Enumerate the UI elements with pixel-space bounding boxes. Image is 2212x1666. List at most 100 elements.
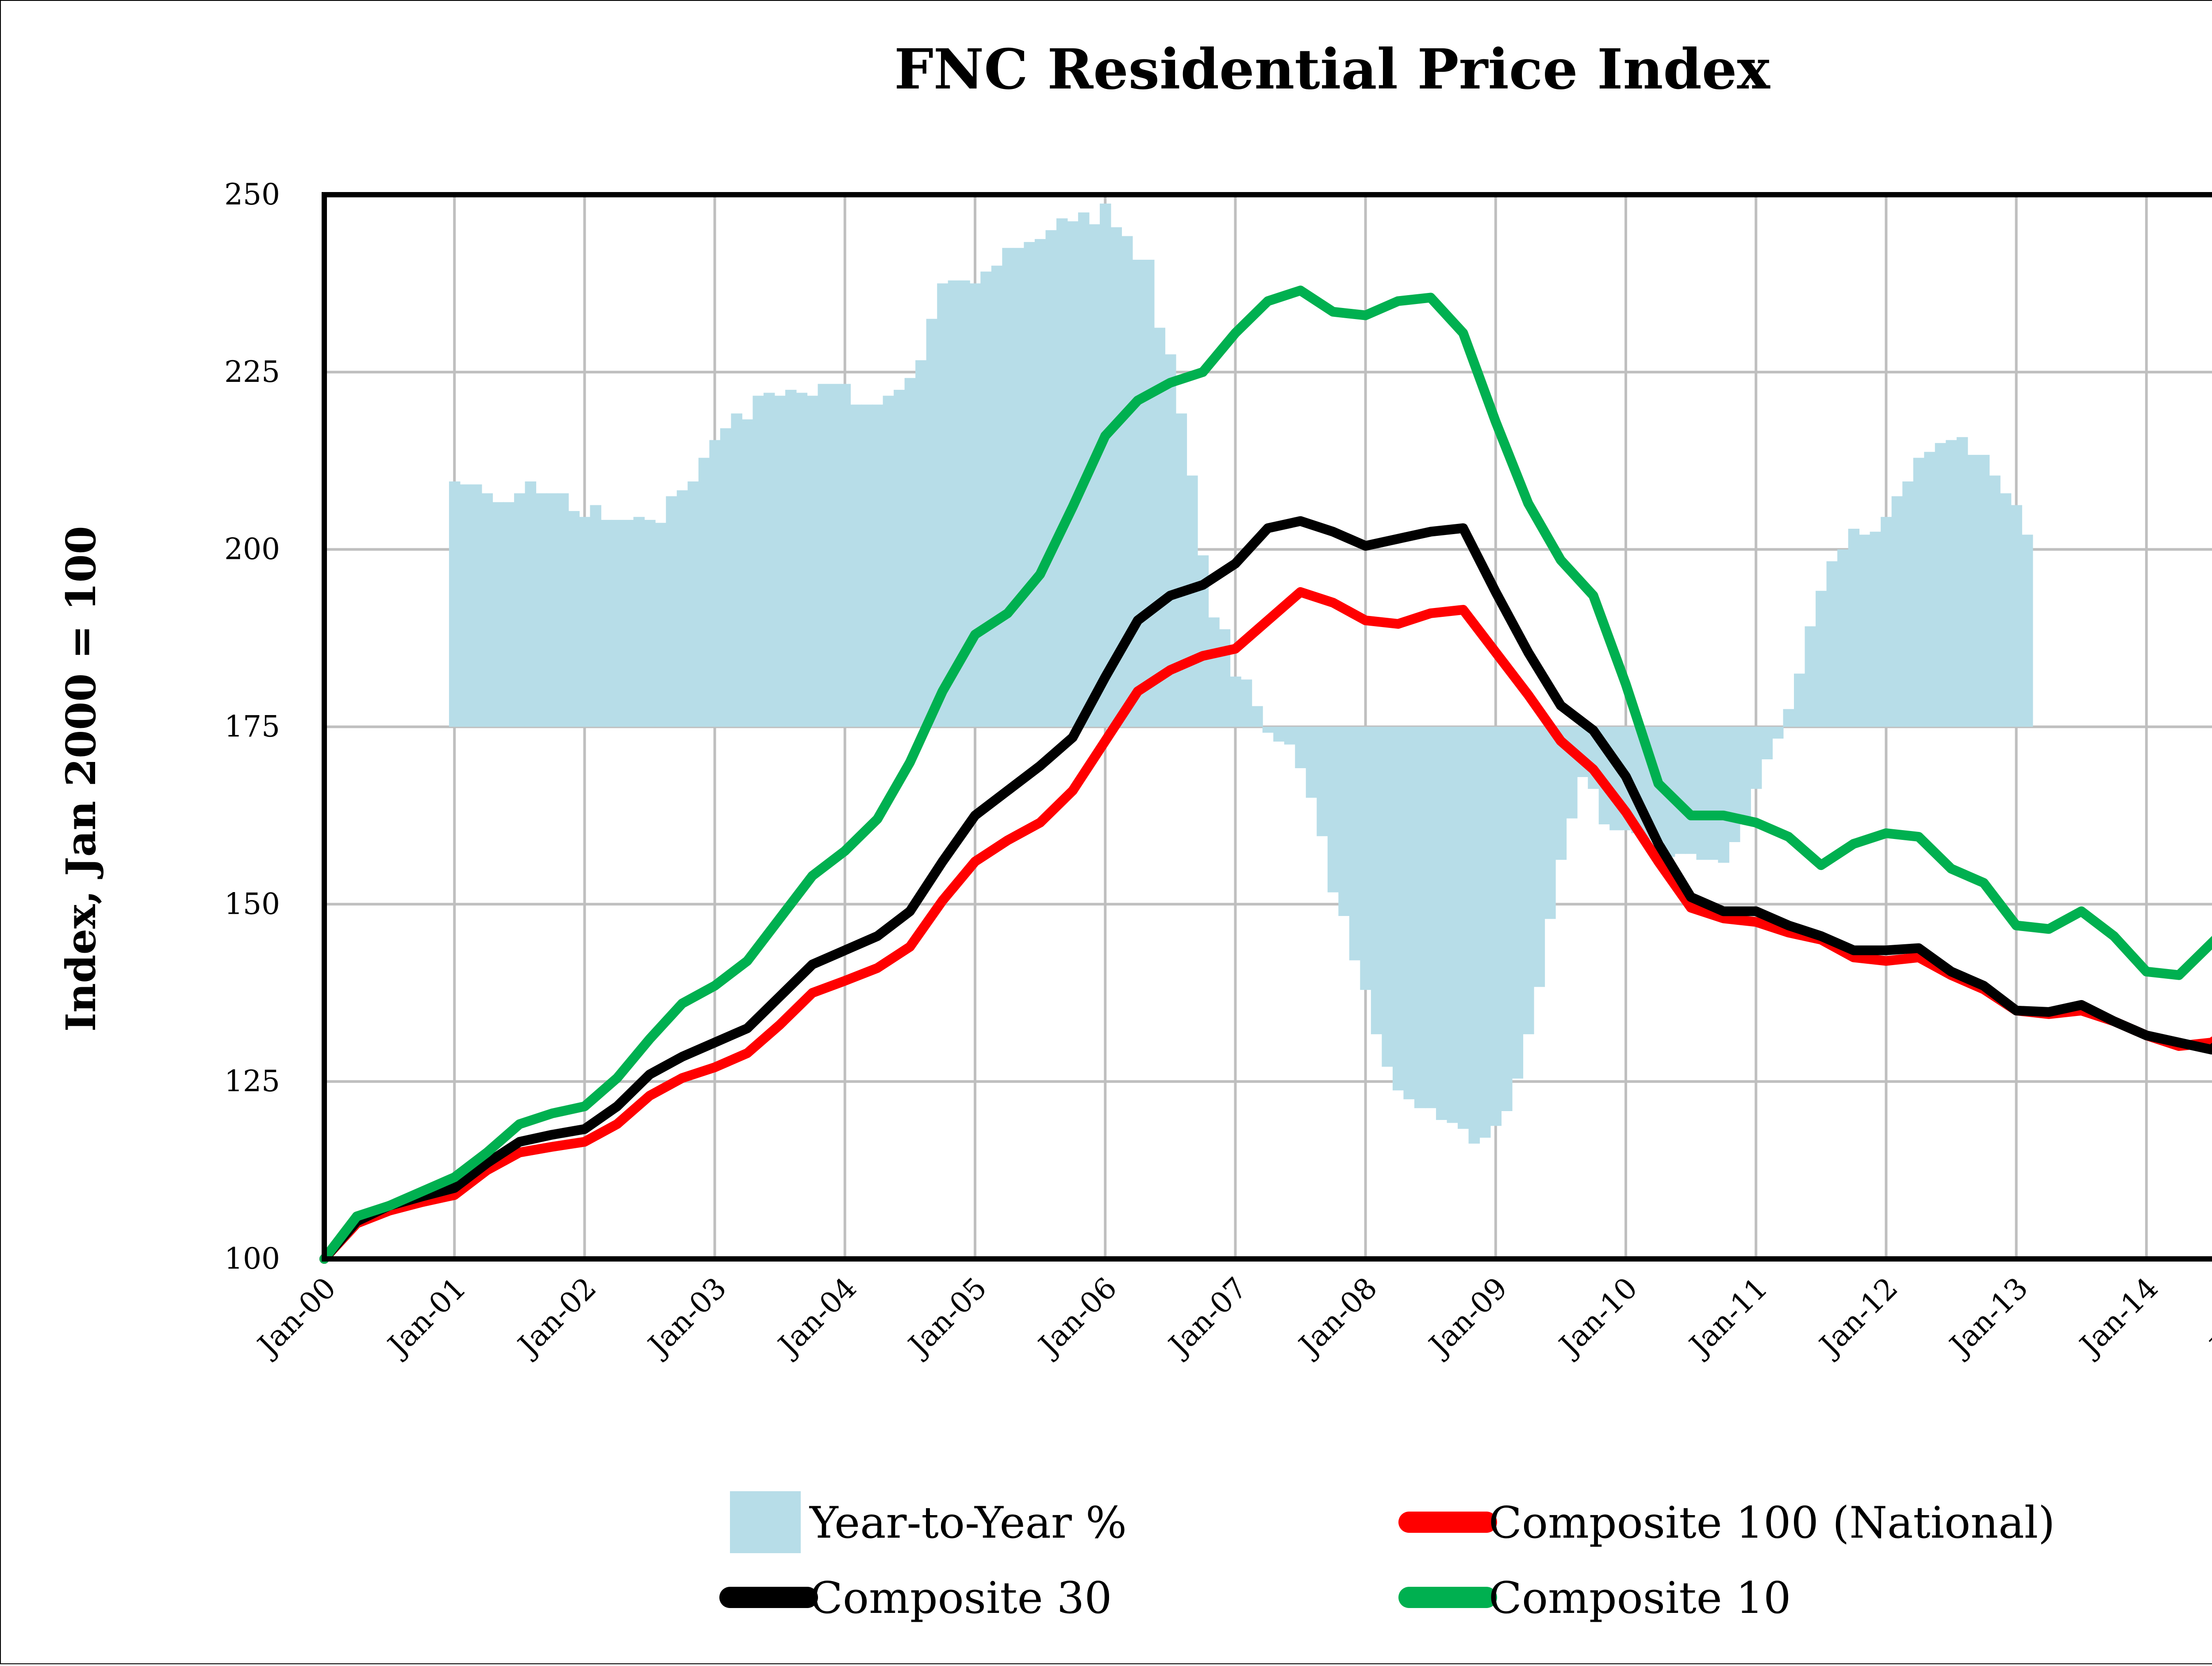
yoy-bar [1881,517,1892,727]
yoy-bar [1761,727,1773,759]
yoy-bar [883,396,895,727]
plot-axes [322,192,2212,1262]
yoy-bar [1978,454,1990,727]
yoy-bar [666,496,677,727]
yoy-bar [514,493,526,727]
index-lines [319,285,2212,1264]
yoy-bar [1468,727,1480,1144]
yoy-bar [1099,204,1111,727]
yoy-bar [1924,452,1936,727]
yoy-bar [1870,531,1882,727]
yoy-bar [1382,727,1393,1067]
yoy-bar [1208,617,1220,727]
legend-label: Year-to-Year % [809,1498,1127,1548]
yoy-bar [1826,561,1838,727]
yoy-bar [1566,727,1578,819]
x-tick-label: Jan-05 [900,1271,993,1364]
yoy-bar [1967,454,1979,727]
yoy-bar [709,440,721,727]
yoy-bar [1002,248,1014,727]
yoy-bar [676,490,688,727]
yoy-bar [590,505,602,727]
yoy-bar [481,493,493,727]
yoy-bar [818,384,830,727]
yoy-bar [1295,727,1306,769]
series-line-composite-10 [319,285,2212,1264]
yoy-bar [1187,475,1198,727]
yoy-bar [546,493,558,727]
yoy-bar [633,517,645,727]
left-y-tick-label: 200 [224,532,280,566]
yoy-bar [1523,727,1534,1035]
yoy-bar [850,404,862,727]
x-tick-label: Jan-08 [1290,1271,1383,1364]
x-tick-label: Jan-13 [1941,1271,2034,1364]
yoy-bar [1685,727,1697,854]
yoy-bar [1512,727,1524,1079]
yoy-bar [785,389,797,727]
x-tick-label: Jan-14 [2072,1271,2165,1364]
yoy-bar [1045,230,1057,727]
yoy-bar [1371,727,1382,1035]
yoy-bar [1956,437,1968,727]
yoy-bar [579,517,591,727]
yoy-bar [1338,727,1350,916]
yoy-bar [536,493,547,727]
yoy-bar [1317,727,1328,836]
yoy-bar [1447,727,1458,1123]
yoy-bar [1273,727,1285,742]
yoy-bar [980,271,992,727]
yoy-bar [806,396,818,727]
yoy-bar [926,319,938,727]
yoy-bar [1132,259,1144,727]
yoy-bar [1414,727,1426,1108]
yoy-bar [1501,727,1513,1111]
yoy-bar [839,384,851,727]
yoy-bar [644,519,656,727]
yoy-bar [937,283,949,727]
yoy-bar [1219,629,1231,727]
yoy-bar [525,481,537,727]
yoy-bar [894,389,905,727]
plot-border [322,192,2212,1262]
yoy-bar [1284,727,1296,745]
yoy-bar [1750,727,1762,789]
x-tick-label: Jan-02 [510,1271,603,1364]
x-tick-label: Jan-01 [380,1271,472,1364]
yoy-bar [1718,727,1729,863]
yoy-bar [1816,591,1827,727]
x-tick-label: Jan-09 [1421,1271,1514,1364]
yoy-bar [1490,727,1502,1126]
yoy-bar [1696,727,1708,860]
legend-swatch-bar [730,1491,801,1553]
x-ticks: Jan-00 Jan-01 Jan-02 Jan-03 Jan-04 Jan-05 Jan-… [250,1271,2212,1364]
yoy-bar [753,396,764,727]
yoy-bar [1306,727,1317,798]
yoy-bar [1262,727,1274,733]
yoy-bar [2000,493,2012,727]
x-tick-label: Jan-11 [1681,1271,1774,1364]
yoy-bar [1707,727,1719,860]
yoy-bar [698,458,710,727]
yoy-bar [1674,727,1686,854]
x-tick-label: Jan-07 [1160,1271,1253,1364]
yoy-bar [1544,727,1556,919]
yoy-bar [1175,413,1187,727]
yoy-bar [1436,727,1448,1120]
yoy-bar [687,481,699,727]
yoy-bar [829,384,840,727]
yoy-bar [1837,549,1849,727]
yoy-bars [449,204,2033,1144]
x-tick-label: Jan-15 [2202,1271,2212,1364]
yoy-bar [492,502,504,727]
yoy-bar [763,392,775,727]
yoy-bar [1479,727,1491,1138]
yoy-bar [720,428,732,727]
yoy-bar [915,360,927,727]
left-y-tick-label: 225 [224,355,280,389]
yoy-bar [774,396,786,727]
yoy-bar [1425,727,1436,1108]
left-y-tick-label: 175 [224,710,280,744]
yoy-bar [1772,727,1784,739]
